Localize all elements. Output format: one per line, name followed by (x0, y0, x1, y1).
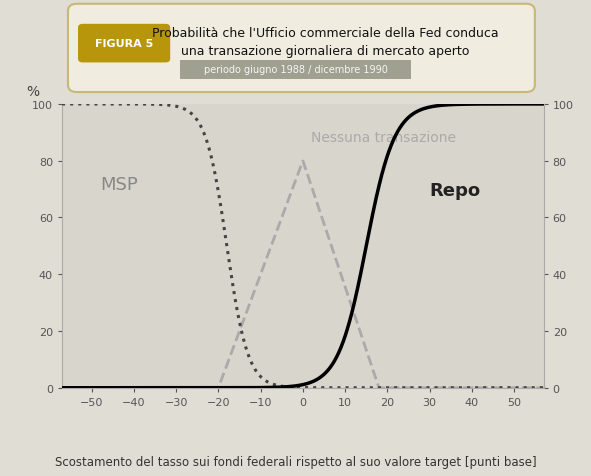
Text: Probabilità che l'Ufficio commerciale della Fed conduca
una transazione giornali: Probabilità che l'Ufficio commerciale de… (152, 28, 498, 58)
Text: Nessuna transazione: Nessuna transazione (311, 130, 456, 145)
Text: FIGURA 5: FIGURA 5 (95, 39, 153, 49)
Text: periodo giugno 1988 / dicembre 1990: periodo giugno 1988 / dicembre 1990 (203, 65, 388, 75)
Text: Scostamento del tasso sui fondi federali rispetto al suo valore target [punti ba: Scostamento del tasso sui fondi federali… (55, 455, 536, 468)
Text: MSP: MSP (100, 176, 138, 194)
Text: Repo: Repo (430, 181, 480, 199)
Y-axis label: %: % (27, 85, 40, 99)
